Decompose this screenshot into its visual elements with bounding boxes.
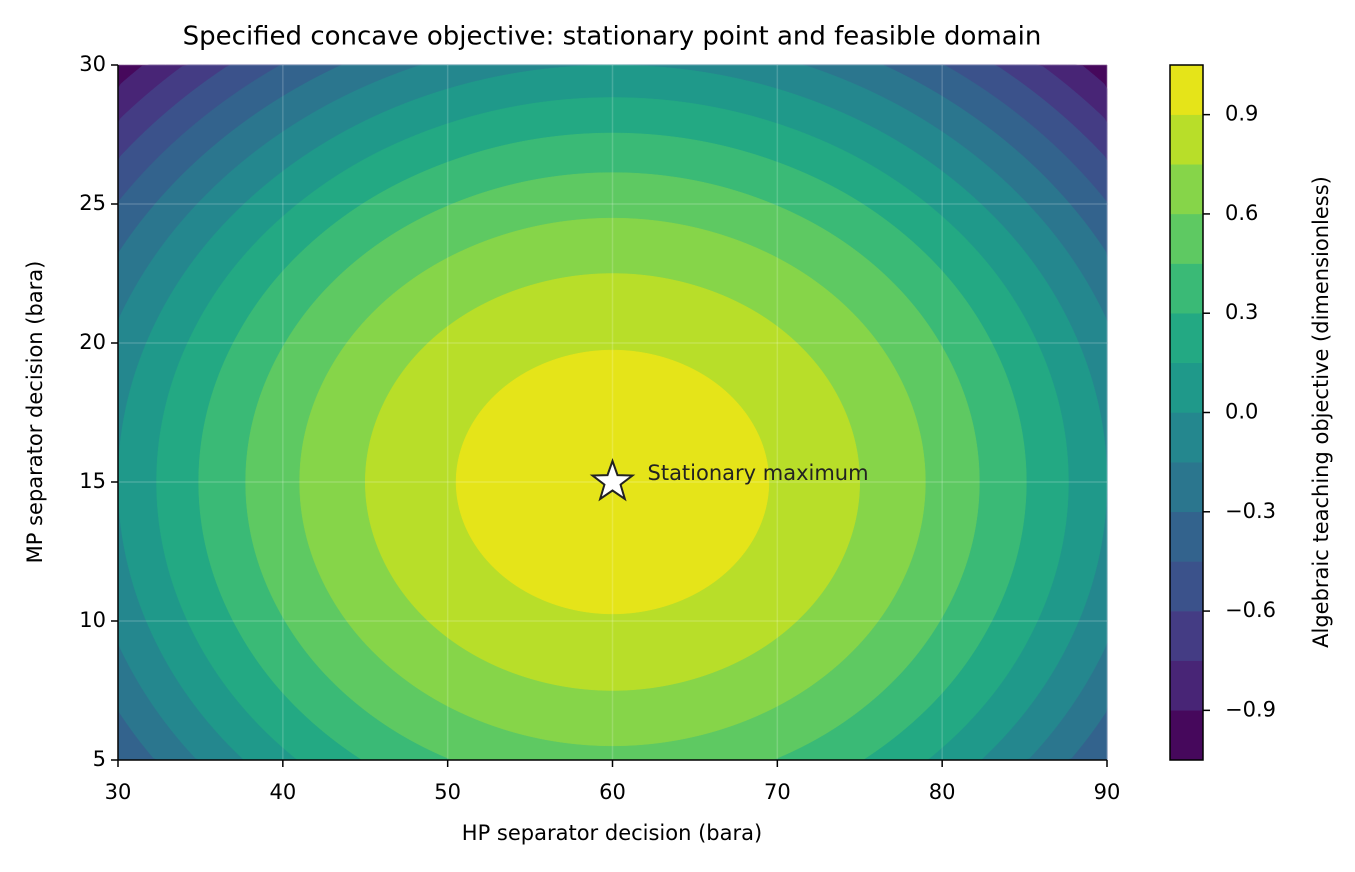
x-tick-label: 80	[929, 780, 956, 804]
colorbar-band	[1169, 561, 1204, 612]
y-tick-label: 10	[79, 608, 106, 632]
y-tick-label: 15	[79, 469, 106, 493]
colorbar-band	[1169, 412, 1204, 463]
colorbar-band	[1169, 511, 1204, 562]
contour-area	[117, 64, 1108, 761]
x-axis-label: HP separator decision (bara)	[462, 821, 762, 845]
colorbar-band	[1169, 64, 1204, 115]
colorbar-band	[1169, 461, 1204, 513]
colorbar-tick-label: 0.3	[1225, 300, 1258, 324]
colorbar-tick-label: −0.3	[1225, 499, 1276, 523]
x-tick-label: 30	[105, 780, 132, 804]
colorbar-label: Algebraic teaching objective (dimensionl…	[1309, 176, 1333, 648]
colorbar-tick-label: 0.9	[1225, 102, 1258, 126]
stationary-point	[589, 458, 636, 502]
x-tick-label: 70	[764, 780, 791, 804]
colorbar-band	[1169, 362, 1204, 413]
colorbar-tick-label: 0.6	[1225, 201, 1258, 225]
y-tick-label: 30	[79, 52, 106, 76]
colorbar-tick-label: −0.9	[1225, 697, 1276, 721]
x-tick-label: 40	[269, 780, 296, 804]
x-tick-label: 60	[599, 780, 626, 804]
colorbar-band	[1169, 114, 1204, 165]
y-tick-label: 25	[79, 191, 106, 215]
colorbar-tick-label: −0.6	[1225, 598, 1276, 622]
y-tick-label: 20	[79, 330, 106, 354]
colorbar-band	[1169, 213, 1204, 264]
y-tick-label: 5	[93, 747, 106, 771]
x-tick-label: 90	[1094, 780, 1121, 804]
x-tick-label: 50	[434, 780, 461, 804]
colorbar-tick-label: 0.0	[1225, 400, 1258, 424]
y-axis-label: MP separator decision (bara)	[23, 261, 47, 564]
colorbar-band	[1169, 710, 1204, 761]
colorbar-band	[1169, 263, 1204, 314]
colorbar-band	[1169, 312, 1204, 364]
annotation: Stationary maximum	[648, 461, 869, 485]
chart-title: Specified concave objective: stationary …	[183, 22, 1042, 52]
colorbar-band	[1169, 660, 1204, 711]
colorbar-band	[1169, 164, 1204, 215]
colorbar-band	[1169, 610, 1204, 661]
